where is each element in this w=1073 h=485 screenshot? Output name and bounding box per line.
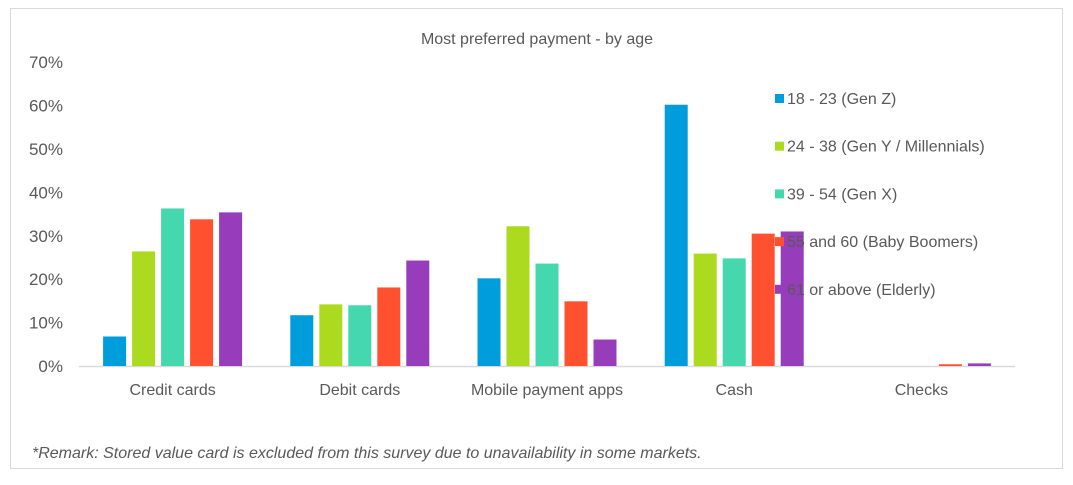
y-tick-label: 30% bbox=[29, 227, 63, 246]
bar bbox=[593, 339, 617, 366]
bar bbox=[377, 287, 401, 366]
bar bbox=[103, 336, 127, 366]
bar bbox=[722, 258, 746, 366]
x-tick-label: Credit cards bbox=[129, 382, 215, 399]
x-tick-label: Debit cards bbox=[319, 382, 400, 399]
bar bbox=[477, 278, 501, 366]
y-tick-label: 40% bbox=[29, 183, 63, 202]
y-tick-label: 70% bbox=[29, 53, 63, 72]
legend-swatch bbox=[775, 141, 784, 151]
legend-swatch bbox=[775, 94, 784, 103]
y-axis: 0% 10% 20% 30% 40% 50% 60% 70% bbox=[29, 53, 63, 376]
bar bbox=[290, 315, 314, 366]
bar bbox=[938, 364, 962, 366]
legend-swatch bbox=[775, 237, 784, 247]
y-tick-label: 10% bbox=[29, 314, 63, 333]
chart-title: Most preferred payment - by age bbox=[421, 31, 653, 48]
remark-annotation: *Remark: Stored value card is excluded f… bbox=[32, 445, 702, 462]
legend-label: 18 - 23 (Gen Z) bbox=[787, 91, 896, 108]
bar bbox=[564, 301, 588, 366]
bar bbox=[664, 104, 688, 367]
bar bbox=[780, 231, 804, 366]
x-tick-label: Cash bbox=[716, 382, 753, 399]
bar bbox=[751, 233, 775, 366]
legend-label: 61 or above (Elderly) bbox=[787, 282, 936, 299]
legend-swatch bbox=[775, 284, 784, 294]
x-tick-label: Checks bbox=[895, 382, 948, 399]
bar bbox=[319, 304, 343, 366]
y-tick-label: 50% bbox=[29, 140, 63, 159]
y-tick-label: 20% bbox=[29, 270, 63, 289]
bar bbox=[219, 212, 243, 366]
bar bbox=[967, 363, 991, 366]
bar bbox=[406, 260, 430, 366]
x-axis: Credit cards Debit cards Mobile payment ap… bbox=[129, 382, 948, 399]
bar bbox=[161, 208, 185, 366]
bars bbox=[103, 104, 991, 367]
bar bbox=[132, 251, 156, 366]
legend-swatch bbox=[775, 189, 784, 199]
legend: 18 - 23 (Gen Z) 24 - 38 (Gen Y / Millenni… bbox=[775, 91, 985, 299]
chart-frame bbox=[10, 8, 1063, 469]
bar bbox=[348, 305, 372, 366]
bar bbox=[190, 219, 214, 366]
bar bbox=[693, 253, 717, 366]
x-tick-label: Mobile payment apps bbox=[471, 382, 623, 399]
legend-label: 55 and 60 (Baby Boomers) bbox=[787, 234, 978, 251]
legend-label: 39 - 54 (Gen X) bbox=[787, 186, 897, 203]
y-tick-label: 60% bbox=[29, 97, 63, 116]
y-tick-label: 0% bbox=[38, 357, 63, 376]
bar bbox=[535, 263, 559, 366]
bar bbox=[506, 226, 530, 366]
legend-label: 24 - 38 (Gen Y / Millennials) bbox=[787, 139, 985, 156]
